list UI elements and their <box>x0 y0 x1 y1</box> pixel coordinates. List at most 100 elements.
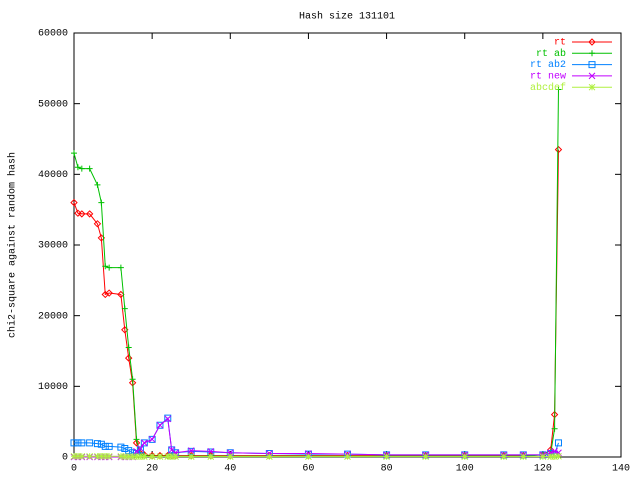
marker <box>168 453 176 461</box>
marker <box>148 453 156 461</box>
legend-label: rt new <box>530 72 566 83</box>
marker <box>78 210 86 218</box>
y-tick-label: 20000 <box>38 311 68 322</box>
marker <box>86 439 94 447</box>
plot-frame <box>73 32 622 458</box>
marker <box>554 145 563 154</box>
marker <box>172 453 179 461</box>
marker <box>547 453 555 461</box>
marker <box>305 453 312 461</box>
marker <box>117 264 124 271</box>
series-line <box>73 89 559 457</box>
marker <box>97 452 105 460</box>
marker <box>588 61 596 69</box>
marker <box>70 452 78 460</box>
marker <box>133 447 140 455</box>
marker <box>588 38 596 46</box>
marker <box>156 421 164 429</box>
marker <box>97 440 105 448</box>
x-tick-label: 140 <box>612 464 630 475</box>
series-line <box>73 149 559 457</box>
marker <box>207 453 215 461</box>
marker <box>125 453 133 461</box>
series-line <box>74 417 559 458</box>
marker <box>304 450 312 458</box>
y-tick-label: 40000 <box>38 170 68 181</box>
marker <box>129 453 136 461</box>
marker <box>93 440 101 448</box>
x-tick-label: 120 <box>534 464 552 475</box>
marker <box>140 439 148 447</box>
chart-title: Hash size 131101 <box>299 11 395 23</box>
legend-label: abcdef <box>530 82 566 94</box>
y-tick-label: 50000 <box>38 99 68 110</box>
marker <box>71 150 77 157</box>
marker <box>168 446 176 454</box>
marker <box>187 447 195 454</box>
y-tick-label: 30000 <box>38 241 68 252</box>
x-tick-label: 40 <box>224 464 236 475</box>
marker <box>266 450 273 457</box>
marker <box>78 452 86 460</box>
x-tick-label: 60 <box>302 464 314 475</box>
marker <box>98 199 105 206</box>
marker <box>555 86 562 93</box>
marker <box>86 165 93 172</box>
marker <box>588 72 596 80</box>
marker <box>305 450 312 457</box>
marker <box>125 447 133 455</box>
x-tick-label: 20 <box>146 464 158 475</box>
marker <box>105 442 113 450</box>
marker <box>539 453 547 461</box>
marker <box>101 452 109 460</box>
marker <box>105 289 113 297</box>
marker <box>148 435 156 443</box>
marker <box>70 198 78 207</box>
y-tick-label: 10000 <box>38 382 68 393</box>
legend-label: rt ab <box>536 48 566 60</box>
x-tick-label: 80 <box>381 464 393 475</box>
marker <box>137 445 144 452</box>
marker <box>168 446 176 454</box>
marker <box>132 439 141 447</box>
marker <box>121 453 129 461</box>
marker <box>102 263 109 270</box>
marker <box>555 452 562 460</box>
x-tick-label: 100 <box>456 464 474 475</box>
marker <box>106 264 113 271</box>
marker <box>461 453 469 461</box>
marker <box>500 453 508 461</box>
marker <box>125 344 132 351</box>
legend-label: rt <box>554 38 566 49</box>
marker <box>117 443 125 451</box>
marker <box>588 83 596 91</box>
marker <box>93 220 102 228</box>
marker <box>344 453 351 461</box>
marker <box>129 376 136 383</box>
marker <box>124 354 133 362</box>
legend-label: rt ab2 <box>530 59 566 71</box>
marker <box>86 452 93 460</box>
marker <box>117 452 125 460</box>
marker <box>85 210 94 218</box>
marker <box>422 453 429 461</box>
marker <box>78 165 85 172</box>
marker <box>156 453 164 461</box>
marker <box>519 453 527 461</box>
marker <box>554 439 562 447</box>
marker <box>164 415 172 423</box>
marker <box>74 452 82 460</box>
marker <box>551 425 558 432</box>
marker <box>589 50 595 57</box>
marker <box>207 447 215 455</box>
marker <box>94 181 101 188</box>
marker <box>226 453 234 461</box>
marker <box>74 164 81 171</box>
y-tick-label: 0 <box>62 453 68 464</box>
marker <box>133 436 140 443</box>
marker <box>383 453 390 461</box>
marker <box>140 439 148 447</box>
marker <box>133 453 140 461</box>
marker <box>94 452 101 460</box>
